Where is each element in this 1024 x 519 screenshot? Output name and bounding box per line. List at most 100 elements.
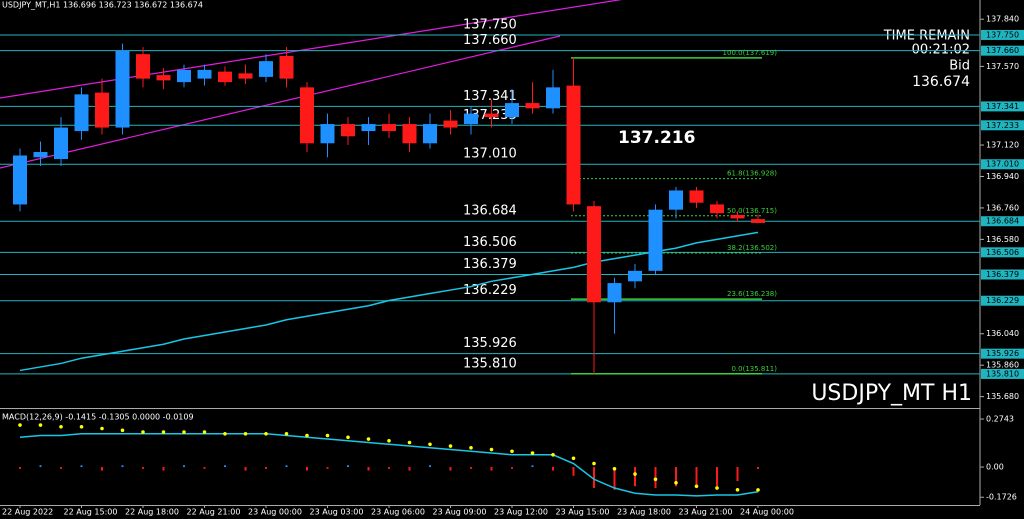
level-tag <box>981 348 1024 359</box>
level-tag-label: 136.684 <box>986 217 1019 226</box>
candle-body <box>156 75 171 81</box>
level-tag <box>981 29 1024 40</box>
level-tag <box>981 295 1024 306</box>
signal-dot <box>387 438 391 443</box>
signal-dot <box>223 431 227 436</box>
info-label: TIME REMAIN <box>883 29 970 44</box>
y-tick-label: 137.120 <box>986 141 1019 150</box>
y-tick-label: 135.860 <box>986 361 1019 370</box>
histogram-bar <box>593 467 595 489</box>
candle-body <box>505 103 519 118</box>
y-tick-label: 136.940 <box>986 172 1019 181</box>
signal-dot <box>674 480 678 485</box>
y-tick-label: -0.1726 <box>986 493 1017 502</box>
x-tick-label: 23 Aug 06:00 <box>371 508 425 517</box>
trend-line <box>0 0 623 99</box>
x-tick-label: 23 Aug 00:00 <box>248 508 302 517</box>
level-label: 136.229 <box>463 283 517 298</box>
histogram-bar <box>121 465 124 468</box>
candle-body <box>115 50 130 128</box>
histogram-bar <box>572 467 575 476</box>
histogram-bar <box>80 465 83 468</box>
signal-dot <box>264 431 268 436</box>
chart-title: USDJPY_MT,H1 136.696 136.723 136.672 136… <box>2 1 203 10</box>
level-tag <box>981 101 1024 112</box>
signal-dot <box>59 424 63 429</box>
histogram-bar <box>162 467 165 471</box>
fib-label: 0.0(135.811) <box>731 365 777 373</box>
level-label: 136.379 <box>463 257 517 272</box>
histogram-bar <box>408 467 411 471</box>
signal-dot <box>510 449 514 454</box>
candle-body <box>546 87 560 109</box>
candle-body <box>464 113 478 125</box>
fib-label: 100.0(137.619) <box>723 49 778 57</box>
y-tick-label: 137.570 <box>986 62 1019 71</box>
candle-body <box>730 214 745 219</box>
info-label: Bid <box>949 59 970 74</box>
candle-body <box>525 103 540 109</box>
signal-dot <box>735 487 740 492</box>
candle-body <box>587 206 601 303</box>
signal-dot <box>489 447 494 452</box>
level-tag-label: 137.341 <box>986 102 1019 111</box>
fib-label: 23.6(136.238) <box>727 290 777 298</box>
candle-body <box>628 270 642 282</box>
histogram-bar <box>470 467 472 469</box>
level-tag <box>981 269 1024 280</box>
candle-body <box>13 155 27 205</box>
signal-dot <box>428 442 432 447</box>
indicator-label: MACD(12,26,9) -0.1415 -0.1305 0.0000 -0.… <box>2 413 194 422</box>
level-label: 136.506 <box>463 235 517 250</box>
signal-dot <box>366 437 371 441</box>
signal-dot <box>161 430 166 434</box>
signal-dot <box>38 423 43 427</box>
histogram-bar <box>757 467 759 469</box>
signal-dot <box>325 433 330 438</box>
signal-dot <box>448 444 453 448</box>
level-tag <box>981 120 1024 131</box>
y-tick-label: 0.00 <box>986 463 1004 472</box>
level-label: 137.010 <box>463 147 517 162</box>
histogram-bar <box>675 467 677 487</box>
signal-dot <box>18 423 22 427</box>
signal-dot <box>694 484 699 489</box>
candle-body <box>136 54 150 79</box>
x-tick-label: 23 Aug 18:00 <box>617 508 671 517</box>
signal-dot <box>756 488 760 492</box>
candle-body <box>710 204 724 214</box>
x-tick-label: 22 Aug 15:00 <box>64 508 118 517</box>
x-tick-label: 23 Aug 21:00 <box>679 508 733 517</box>
x-tick-label: 22 Aug 21:00 <box>187 508 241 517</box>
moving-average <box>19 231 759 372</box>
signal-dot <box>530 451 535 455</box>
histogram-bar <box>60 467 62 469</box>
level-tag <box>981 45 1024 56</box>
histogram-bar <box>326 467 329 469</box>
candle-body <box>259 61 273 77</box>
candle-body <box>74 94 89 132</box>
x-tick-label: 23 Aug 12:00 <box>494 508 548 517</box>
y-tick-label: 136.580 <box>986 235 1019 244</box>
level-tag-label: 135.810 <box>986 369 1019 378</box>
x-tick-label: 23 Aug 09:00 <box>433 508 487 517</box>
candle-body <box>238 73 253 79</box>
x-tick-label: 23 Aug 15:00 <box>556 508 610 517</box>
histogram-bar <box>613 467 616 490</box>
histogram-bar <box>285 465 288 468</box>
signal-dot <box>715 486 719 490</box>
y-tick-label: 135.680 <box>986 392 1019 401</box>
info-value: 00:21:02 <box>912 43 970 58</box>
signal-dot <box>100 426 104 431</box>
histogram-bar <box>19 467 21 469</box>
watermark: USDJPY_MT H1 <box>811 381 972 406</box>
fib-label: 38.2(136.502) <box>727 244 777 252</box>
histogram-bar <box>306 467 308 471</box>
candle-body <box>607 283 622 303</box>
signal-dot <box>141 430 145 434</box>
histogram-bar <box>367 467 370 471</box>
signal-dot <box>551 452 555 457</box>
fib-label: 50.0(136.715) <box>727 207 777 215</box>
candle-body <box>197 69 212 79</box>
